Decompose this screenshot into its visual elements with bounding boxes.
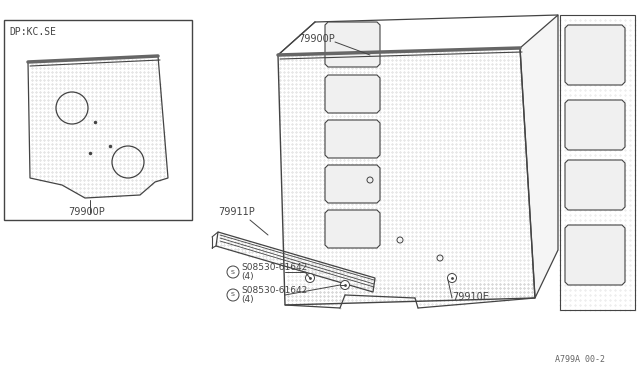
- Text: 79900P: 79900P: [298, 34, 335, 44]
- Text: 79900P: 79900P: [68, 207, 105, 217]
- Polygon shape: [565, 25, 625, 85]
- Text: S08530-61642: S08530-61642: [241, 263, 307, 272]
- Circle shape: [447, 273, 456, 282]
- Circle shape: [305, 273, 314, 282]
- Polygon shape: [565, 100, 625, 150]
- Text: (4): (4): [241, 295, 253, 304]
- Text: S08530-61642: S08530-61642: [241, 286, 307, 295]
- Text: S: S: [231, 292, 235, 298]
- Text: 79910E: 79910E: [452, 292, 489, 302]
- Text: A799A 00-2: A799A 00-2: [555, 355, 605, 364]
- Text: S: S: [231, 269, 235, 275]
- Text: DP:KC.SE: DP:KC.SE: [9, 27, 56, 37]
- Text: 79911P: 79911P: [218, 207, 255, 217]
- Polygon shape: [325, 75, 380, 113]
- Polygon shape: [565, 225, 625, 285]
- Polygon shape: [325, 22, 380, 67]
- Circle shape: [340, 280, 349, 289]
- Polygon shape: [325, 165, 380, 203]
- Polygon shape: [565, 160, 625, 210]
- Polygon shape: [325, 210, 380, 248]
- Text: (4): (4): [241, 272, 253, 281]
- Polygon shape: [325, 120, 380, 158]
- Polygon shape: [520, 15, 558, 298]
